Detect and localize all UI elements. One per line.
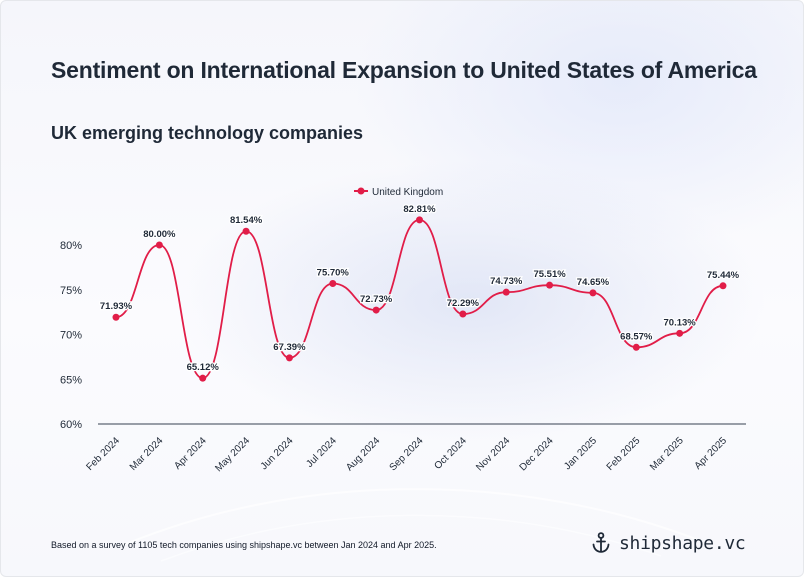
x-tick-label: Jul 2024 — [304, 435, 339, 470]
y-tick-label: 75% — [60, 285, 82, 297]
y-tick-label: 60% — [60, 419, 82, 431]
legend-marker — [357, 187, 365, 195]
data-point — [112, 313, 120, 321]
data-point — [285, 354, 293, 362]
data-point — [242, 227, 250, 235]
x-tick-label: Mar 2025 — [648, 435, 686, 473]
data-label: 75.70% — [317, 267, 350, 278]
data-label: 72.73% — [360, 294, 393, 305]
data-label: 74.65% — [577, 277, 610, 288]
footnote: Based on a survey of 1105 tech companies… — [51, 540, 437, 550]
chart-title: Sentiment on International Expansion to … — [51, 57, 757, 83]
data-label: 81.54% — [230, 215, 263, 226]
series-line-united-kingdom — [115, 218, 724, 380]
data-point — [199, 374, 207, 382]
data-point — [546, 281, 554, 289]
y-tick-label: 65% — [60, 374, 82, 386]
x-tick-label: Jan 2025 — [562, 435, 599, 472]
y-tick-label: 80% — [60, 240, 82, 252]
x-tick-label: Sep 2024 — [388, 435, 426, 473]
chart-subtitle: UK emerging technology companies — [51, 123, 364, 143]
legend: United Kingdom — [354, 187, 443, 198]
x-tick-label: Jun 2024 — [259, 435, 296, 472]
x-tick-label: Mar 2024 — [128, 435, 166, 473]
data-point — [719, 282, 727, 290]
x-tick-label: Oct 2024 — [432, 435, 469, 472]
brand-name: shipshape.vc — [619, 532, 746, 554]
anchor-icon — [592, 532, 610, 553]
x-tick-label: Apr 2024 — [172, 435, 209, 472]
data-label: 68.57% — [620, 331, 653, 342]
data-point — [632, 343, 640, 351]
data-point — [372, 306, 380, 314]
data-label: 74.73% — [490, 276, 523, 287]
data-point — [416, 216, 423, 224]
data-label: 71.93% — [100, 301, 133, 312]
x-tick-label: Aug 2024 — [344, 435, 382, 473]
legend-label: United Kingdom — [372, 187, 443, 198]
data-point — [502, 288, 510, 296]
data-label: 70.13% — [664, 317, 697, 328]
x-tick-label: Nov 2024 — [474, 435, 512, 473]
brand-logo[interactable]: shipshape.vc — [591, 532, 746, 554]
data-label: 80.00% — [143, 229, 176, 240]
data-label: 75.51% — [533, 269, 566, 280]
data-label: 82.81% — [403, 204, 436, 215]
data-label: 67.39% — [273, 342, 306, 353]
data-point — [155, 241, 163, 249]
x-tick-label: Dec 2024 — [518, 435, 556, 473]
data-point — [589, 289, 597, 297]
x-tick-label: Feb 2025 — [605, 435, 643, 473]
x-tick-label: May 2024 — [213, 435, 252, 474]
data-point — [676, 329, 684, 337]
x-tick-label: Apr 2025 — [693, 435, 730, 472]
data-label: 65.12% — [187, 362, 220, 373]
data-label: 72.29% — [447, 298, 480, 309]
data-point — [329, 279, 337, 287]
x-tick-label: Feb 2024 — [84, 435, 122, 473]
data-point — [459, 310, 467, 318]
data-label: 75.44% — [707, 270, 740, 281]
y-tick-label: 70% — [60, 330, 82, 342]
